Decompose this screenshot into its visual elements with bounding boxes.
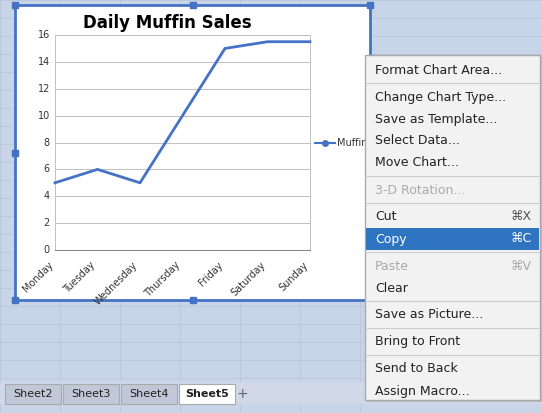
Text: Bring to Front: Bring to Front — [375, 335, 460, 349]
Text: 14: 14 — [38, 57, 50, 67]
Text: 8: 8 — [44, 138, 50, 147]
Text: Daily Muffin Sales: Daily Muffin Sales — [83, 14, 252, 32]
Text: Thursday: Thursday — [143, 260, 183, 299]
Text: Select Data...: Select Data... — [375, 135, 460, 147]
Text: 10: 10 — [38, 111, 50, 121]
FancyBboxPatch shape — [365, 55, 540, 400]
Text: Save as Picture...: Save as Picture... — [375, 309, 483, 321]
Text: Friday: Friday — [197, 260, 225, 288]
FancyBboxPatch shape — [121, 384, 177, 404]
Text: Tuesday: Tuesday — [62, 260, 98, 295]
Text: Sunday: Sunday — [277, 260, 310, 293]
Text: 4: 4 — [44, 191, 50, 201]
Text: Change Chart Type...: Change Chart Type... — [375, 90, 506, 104]
Text: ⌘C: ⌘C — [511, 233, 532, 245]
FancyBboxPatch shape — [0, 382, 542, 404]
Text: Assign Macro...: Assign Macro... — [375, 385, 469, 397]
Text: Paste: Paste — [375, 259, 409, 273]
Text: Sheet3: Sheet3 — [72, 389, 111, 399]
Text: 0: 0 — [44, 245, 50, 255]
FancyBboxPatch shape — [367, 57, 542, 402]
Text: Save as Template...: Save as Template... — [375, 112, 498, 126]
Text: Copy: Copy — [375, 233, 406, 245]
Text: 6: 6 — [44, 164, 50, 174]
Text: 12: 12 — [37, 84, 50, 94]
Text: Sheet5: Sheet5 — [185, 389, 229, 399]
FancyBboxPatch shape — [5, 384, 61, 404]
Text: Sheet2: Sheet2 — [13, 389, 53, 399]
Text: ⌘X: ⌘X — [511, 211, 532, 223]
Text: +: + — [236, 387, 248, 401]
Text: Format Chart Area...: Format Chart Area... — [375, 64, 502, 76]
Text: Sheet4: Sheet4 — [129, 389, 169, 399]
Text: Wednesday: Wednesday — [93, 260, 140, 307]
FancyBboxPatch shape — [366, 228, 539, 250]
Text: ⌘V: ⌘V — [511, 259, 532, 273]
Text: Send to Back: Send to Back — [375, 363, 458, 375]
Text: Cut: Cut — [375, 211, 397, 223]
Text: 3-D Rotation...: 3-D Rotation... — [375, 183, 466, 197]
FancyBboxPatch shape — [179, 384, 235, 404]
Text: Saturday: Saturday — [229, 260, 268, 298]
Text: Clear: Clear — [375, 282, 408, 294]
Text: Monday: Monday — [21, 260, 55, 294]
Text: 16: 16 — [38, 30, 50, 40]
Text: Move Chart...: Move Chart... — [375, 157, 459, 169]
FancyBboxPatch shape — [15, 5, 370, 300]
FancyBboxPatch shape — [63, 384, 119, 404]
Text: Muffin: Muffin — [337, 138, 367, 147]
Text: 2: 2 — [44, 218, 50, 228]
FancyBboxPatch shape — [55, 35, 310, 250]
